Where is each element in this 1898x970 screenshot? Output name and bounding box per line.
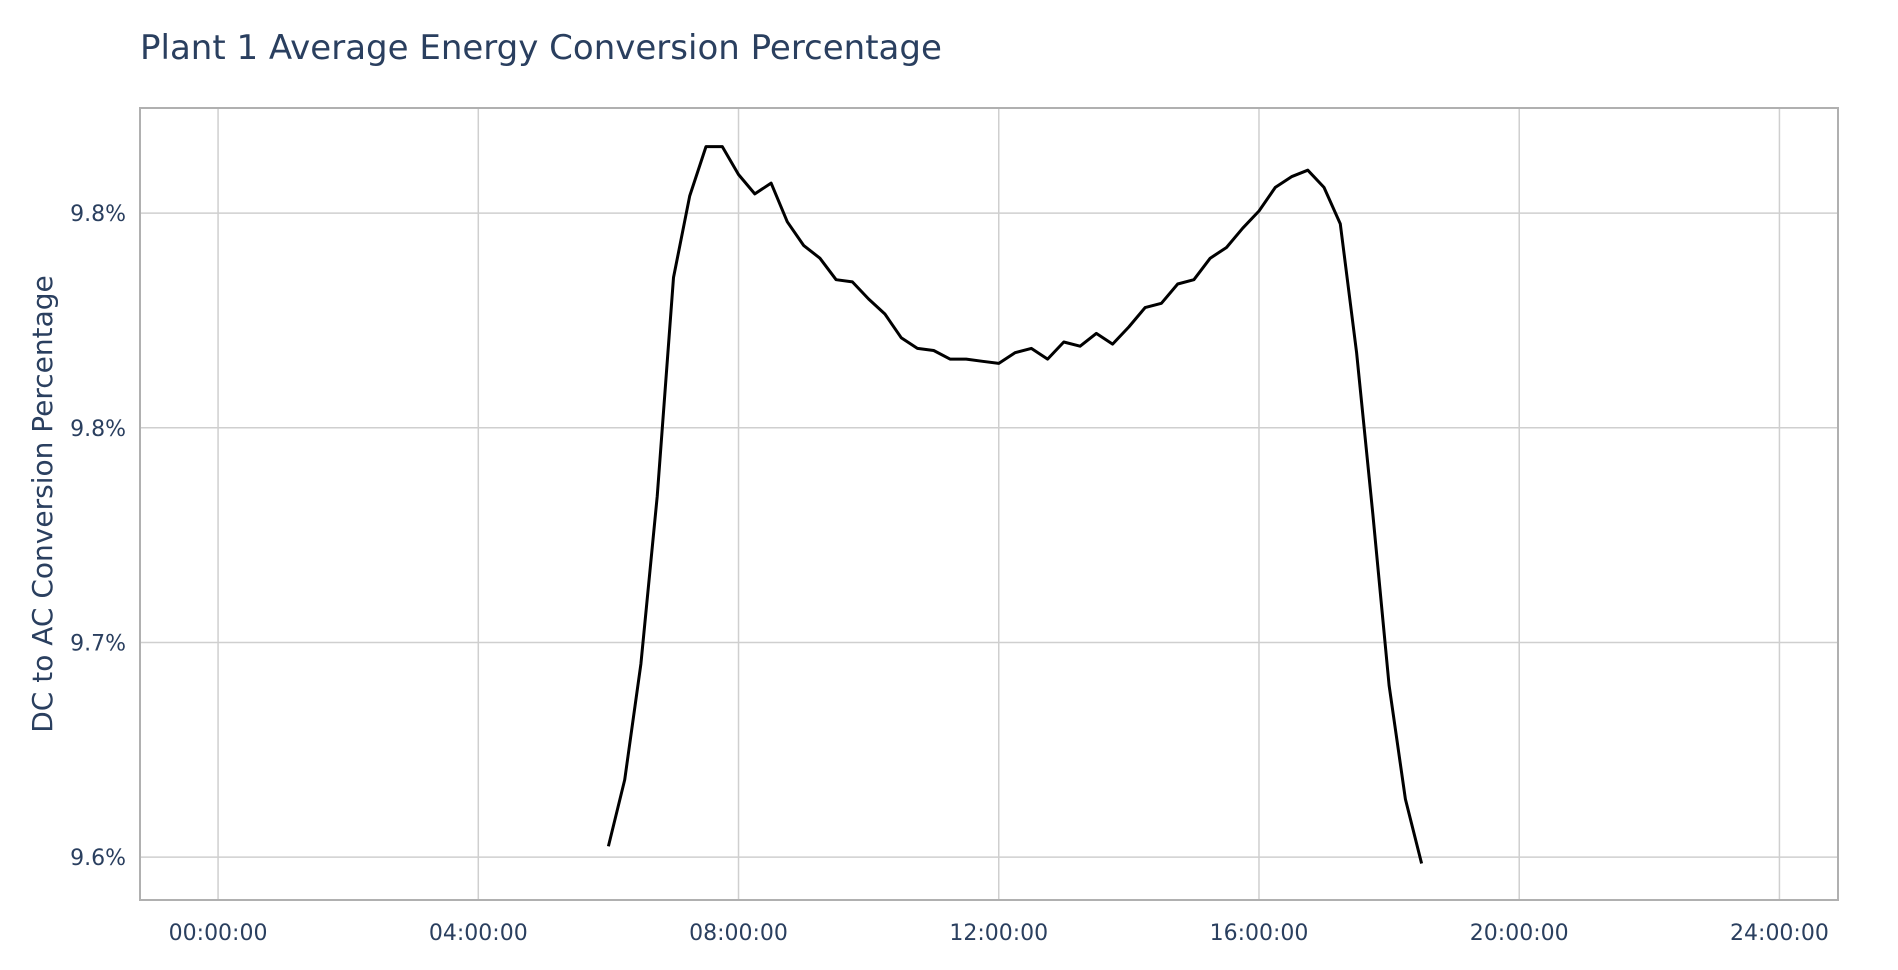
- y-tick-label: 9.7%: [70, 631, 126, 656]
- chart-title: Plant 1 Average Energy Conversion Percen…: [140, 28, 942, 68]
- x-tick-labels: 00:00:00 04:00:00 08:00:00 12:00:00 16:00:00…: [169, 921, 1829, 946]
- plot-frame: [139, 107, 1839, 901]
- x-tick-label: 04:00:00: [429, 921, 528, 946]
- x-tick-label: 20:00:00: [1470, 921, 1569, 946]
- series-line: [606, 145, 1424, 864]
- y-tick-label: 9.6%: [70, 846, 126, 871]
- series-layer: [606, 145, 1424, 864]
- y-tick-label: 9.8%: [70, 417, 126, 442]
- x-tick-label: 24:00:00: [1730, 921, 1829, 946]
- y-axis-title: DC to AC Conversion Percentage: [26, 275, 59, 733]
- x-tick-label: 08:00:00: [689, 921, 788, 946]
- y-tick-labels: 9.6% 9.7% 9.8% 9.8%: [70, 202, 126, 871]
- x-tick-label: 12:00:00: [949, 921, 1048, 946]
- x-tick-label: 16:00:00: [1210, 921, 1309, 946]
- grid-lines: [140, 108, 1838, 900]
- x-tick-label: 00:00:00: [169, 921, 268, 946]
- y-tick-label: 9.8%: [70, 202, 126, 227]
